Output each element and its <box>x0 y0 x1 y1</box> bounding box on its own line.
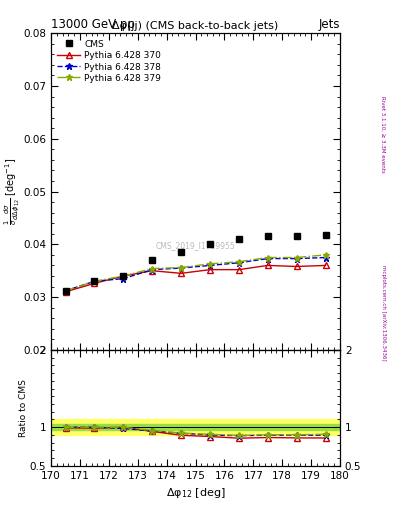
Pythia 6.428 378 <box>121 275 126 282</box>
Pythia 6.428 379 <box>63 288 68 294</box>
CMS <box>92 278 97 284</box>
Line: Pythia 6.428 378: Pythia 6.428 378 <box>62 254 329 294</box>
Pythia 6.428 378 <box>150 267 154 273</box>
CMS <box>323 232 328 238</box>
Pythia 6.428 379 <box>237 259 241 265</box>
Pythia 6.428 379 <box>265 254 270 261</box>
Pythia 6.428 378 <box>63 288 68 294</box>
Pythia 6.428 370 <box>265 262 270 268</box>
Pythia 6.428 370 <box>237 267 241 273</box>
Pythia 6.428 379 <box>208 261 212 267</box>
Line: CMS: CMS <box>62 231 329 294</box>
Pythia 6.428 379 <box>323 252 328 258</box>
Line: Pythia 6.428 379: Pythia 6.428 379 <box>62 251 329 294</box>
Legend: CMS, Pythia 6.428 370, Pythia 6.428 378, Pythia 6.428 379: CMS, Pythia 6.428 370, Pythia 6.428 378,… <box>55 38 163 84</box>
Title: Δφ(jj) (CMS back-to-back jets): Δφ(jj) (CMS back-to-back jets) <box>112 21 279 31</box>
Pythia 6.428 379 <box>121 273 126 279</box>
CMS <box>150 257 154 263</box>
Bar <box>51 424 340 430</box>
Pythia 6.428 378 <box>265 255 270 262</box>
CMS <box>179 249 184 255</box>
Pythia 6.428 378 <box>294 255 299 262</box>
CMS <box>63 288 68 294</box>
Pythia 6.428 378 <box>179 265 184 271</box>
Text: Rivet 3.1.10, ≥ 3.3M events: Rivet 3.1.10, ≥ 3.3M events <box>381 96 386 173</box>
Pythia 6.428 379 <box>92 278 97 284</box>
Pythia 6.428 379 <box>179 265 184 271</box>
Pythia 6.428 378 <box>237 260 241 266</box>
Pythia 6.428 370 <box>150 268 154 274</box>
Text: 13000 GeV pp: 13000 GeV pp <box>51 18 135 31</box>
CMS <box>208 241 212 247</box>
Text: mcplots.cern.ch [arXiv:1306.3436]: mcplots.cern.ch [arXiv:1306.3436] <box>381 265 386 360</box>
CMS <box>294 233 299 240</box>
CMS <box>237 236 241 242</box>
Text: Jets: Jets <box>318 18 340 31</box>
Pythia 6.428 378 <box>92 278 97 284</box>
Line: Pythia 6.428 370: Pythia 6.428 370 <box>63 263 328 294</box>
Pythia 6.428 370 <box>179 270 184 276</box>
Pythia 6.428 370 <box>208 267 212 273</box>
Y-axis label: $\frac{1}{\sigma}\frac{d\sigma}{d\Delta\phi_{12}}$ [deg$^{-1}$]: $\frac{1}{\sigma}\frac{d\sigma}{d\Delta\… <box>2 158 22 225</box>
Y-axis label: Ratio to CMS: Ratio to CMS <box>19 379 28 437</box>
Pythia 6.428 378 <box>208 262 212 268</box>
Pythia 6.428 379 <box>294 254 299 261</box>
Pythia 6.428 378 <box>323 254 328 261</box>
Text: CMS_2019_I1719955: CMS_2019_I1719955 <box>156 241 235 250</box>
X-axis label: Δφ$_{12}$ [deg]: Δφ$_{12}$ [deg] <box>166 486 225 500</box>
Pythia 6.428 379 <box>150 266 154 272</box>
Pythia 6.428 370 <box>63 289 68 295</box>
CMS <box>121 273 126 279</box>
CMS <box>265 233 270 240</box>
Pythia 6.428 370 <box>294 263 299 269</box>
Bar <box>51 419 340 435</box>
Pythia 6.428 370 <box>92 280 97 286</box>
Pythia 6.428 370 <box>323 262 328 268</box>
Pythia 6.428 370 <box>121 273 126 279</box>
